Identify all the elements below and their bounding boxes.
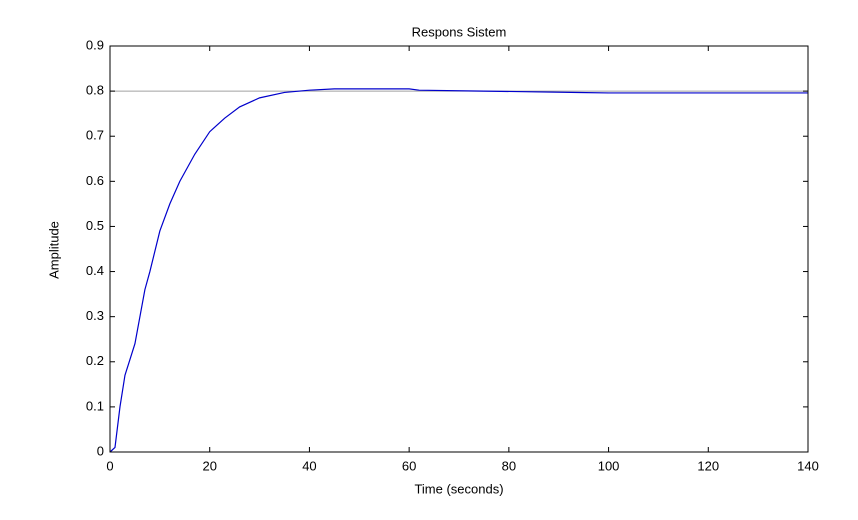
data-line bbox=[109, 88, 808, 453]
y-tick-label: 0 bbox=[97, 443, 104, 458]
y-tick-label: 0.1 bbox=[86, 398, 104, 413]
y-tick-label: 0.4 bbox=[86, 263, 104, 278]
x-tick-label: 40 bbox=[302, 458, 316, 473]
y-tick-label: 0.8 bbox=[86, 83, 104, 98]
plot-area bbox=[110, 46, 808, 452]
x-tick-label: 140 bbox=[797, 458, 819, 473]
x-tick-label: 20 bbox=[202, 458, 216, 473]
y-tick-label: 0.6 bbox=[86, 173, 104, 188]
y-tick-label: 0.2 bbox=[86, 353, 104, 368]
x-tick-label: 0 bbox=[106, 458, 113, 473]
y-tick-label: 0.3 bbox=[86, 308, 104, 323]
x-tick-label: 60 bbox=[402, 458, 416, 473]
y-axis-label: Amplitude bbox=[46, 221, 61, 279]
axes-box bbox=[109, 45, 809, 453]
y-tick-label: 0.9 bbox=[86, 37, 104, 52]
x-tick-label: 120 bbox=[697, 458, 719, 473]
x-tick-label: 100 bbox=[598, 458, 620, 473]
chart-title: Respons Sistem bbox=[412, 24, 507, 39]
x-axis-label: Time (seconds) bbox=[414, 481, 503, 496]
y-tick-label: 0.7 bbox=[86, 128, 104, 143]
x-tick-label: 80 bbox=[502, 458, 516, 473]
y-tick-label: 0.5 bbox=[86, 218, 104, 233]
